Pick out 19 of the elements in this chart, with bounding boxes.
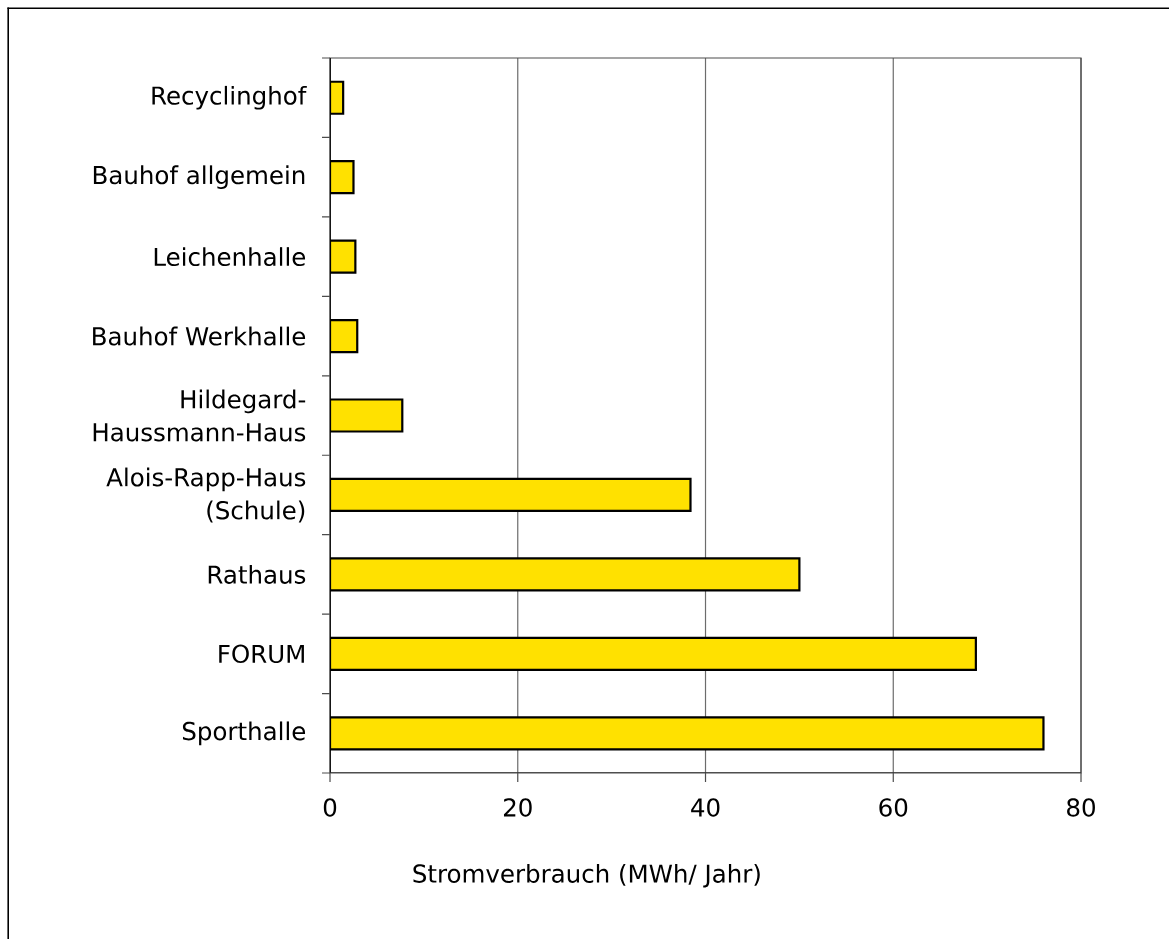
bar bbox=[330, 716, 1045, 751]
x-tick-label: 80 bbox=[1067, 798, 1095, 817]
y-tick-label: Bauhof Werkhalle bbox=[93, 326, 306, 346]
bar bbox=[330, 636, 977, 671]
bar bbox=[330, 477, 692, 513]
y-tick-label: Sporthalle bbox=[182, 721, 306, 746]
x-tick-label: 40 bbox=[691, 798, 720, 817]
x-tick-label: 20 bbox=[503, 798, 532, 817]
y-tick-label: Hildegard-Haussmann-Haus bbox=[93, 389, 306, 442]
y-tick-label: Alois-Rapp-Haus (Schule) bbox=[106, 467, 306, 523]
y-tick-label: Rathaus bbox=[208, 564, 306, 584]
y-tick-label: Bauhof allgemein bbox=[93, 165, 305, 190]
x-tick-label: 0 bbox=[323, 798, 337, 817]
y-tick-label: FORUM bbox=[219, 644, 304, 664]
y-tick-label: Recyclinghof bbox=[152, 85, 307, 110]
y-tick-label: Leichenhalle bbox=[154, 247, 306, 267]
x-axis-title: Stromverbrauch (MWh/ Jahr) bbox=[413, 863, 760, 888]
bar bbox=[330, 557, 801, 592]
x-tick-label: 60 bbox=[879, 798, 908, 817]
